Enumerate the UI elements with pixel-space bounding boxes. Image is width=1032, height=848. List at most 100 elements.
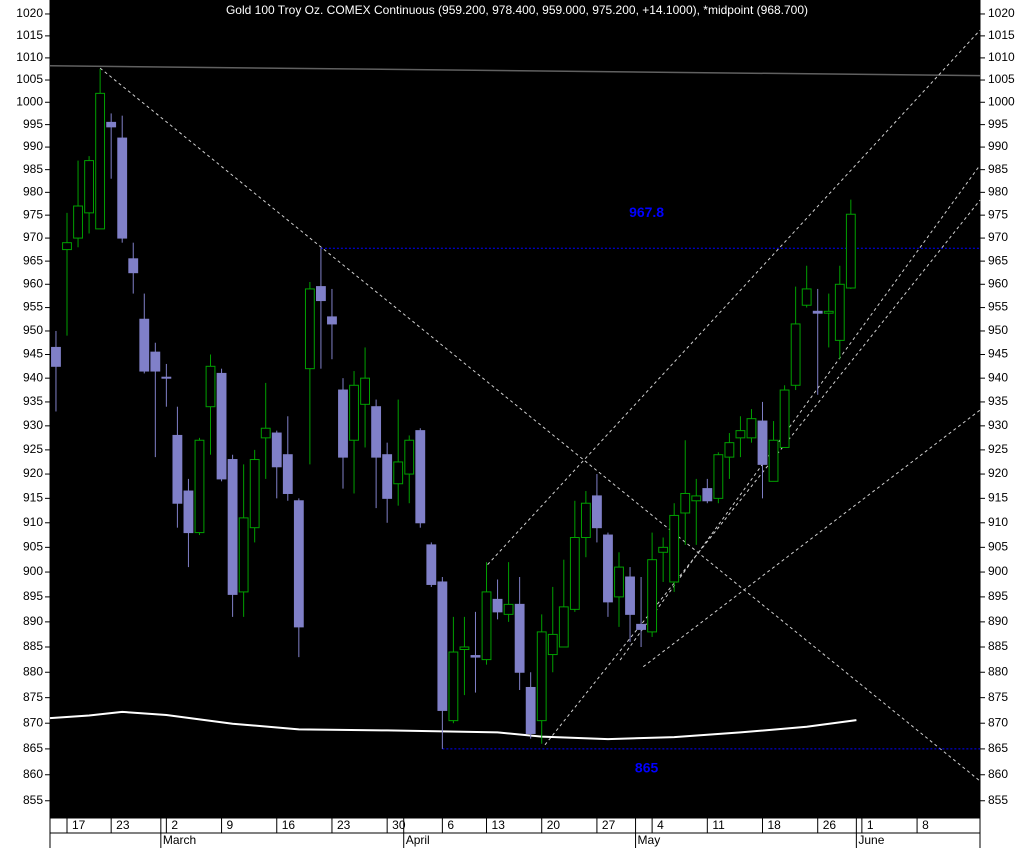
candle-body-up <box>84 160 94 214</box>
candle-body-down <box>106 121 117 128</box>
y-tick-label: 970 <box>988 230 1008 244</box>
candle-body-down <box>316 286 326 302</box>
candle-body-up <box>845 213 856 289</box>
y-tick-label: 895 <box>988 589 1008 603</box>
candle-body-up <box>205 365 216 408</box>
y-tick-label: 1005 <box>988 72 1015 86</box>
candle-body-up <box>503 603 514 615</box>
x-tick-label: 20 <box>547 818 561 832</box>
y-tick-label: 1000 <box>988 94 1015 108</box>
y-tick-label: 960 <box>988 276 1008 290</box>
y-tick-label: 890 <box>988 614 1008 628</box>
month-label: March <box>163 833 196 847</box>
candle-body-down <box>282 454 293 494</box>
y-tick-label: 965 <box>23 253 43 267</box>
candle-body-up <box>768 439 779 482</box>
x-tick-label: 8 <box>922 818 929 832</box>
candle-body-up <box>558 606 569 648</box>
candle-body-up <box>393 461 404 485</box>
candle-body-down <box>437 581 448 711</box>
y-tick-label: 880 <box>23 664 43 678</box>
candle-body-up <box>536 631 547 722</box>
y-tick-label: 900 <box>988 564 1008 578</box>
candle-body-up <box>801 288 812 306</box>
y-tick-label: 995 <box>988 117 1008 131</box>
y-tick-label: 975 <box>988 207 1008 221</box>
x-tick-label: 16 <box>282 818 296 832</box>
y-tick-label: 880 <box>988 664 1008 678</box>
candle-body-down <box>51 346 61 367</box>
y-tick-label: 920 <box>23 466 43 480</box>
candle-body-up <box>481 591 492 661</box>
level-label: 865 <box>635 760 659 776</box>
candle-body-up <box>647 559 658 633</box>
trend-line <box>642 409 981 668</box>
candle-body-up <box>834 283 845 341</box>
y-tick-label: 1010 <box>16 50 43 64</box>
plot-area <box>50 0 980 818</box>
y-tick-label: 1015 <box>16 28 43 42</box>
y-tick-label: 930 <box>988 418 1008 432</box>
y-tick-label: 885 <box>23 639 43 653</box>
y-tick-label: 860 <box>23 767 43 781</box>
candle-body-up <box>691 495 702 502</box>
x-tick-label: 26 <box>823 818 837 832</box>
y-tick-label: 935 <box>988 394 1008 408</box>
candle-body-down <box>327 316 337 325</box>
candle-body-down <box>338 389 348 458</box>
x-tick-label: 1 <box>867 818 874 832</box>
x-tick-label: 17 <box>72 818 86 832</box>
candle-body-up <box>779 389 790 448</box>
y-tick-label: 990 <box>988 139 1008 153</box>
candle-body-up <box>580 502 591 539</box>
candle-body-down <box>161 376 172 379</box>
level-label: 967.8 <box>629 204 664 220</box>
content: 855 855 860 860 865 865 870 870 875 875 880 880 885 8… <box>16 6 1015 848</box>
candle-body-up <box>448 651 459 722</box>
candle-body-up <box>658 546 669 553</box>
y-tick-label: 950 <box>988 323 1008 337</box>
candle-body-down <box>592 495 602 529</box>
y-tick-label: 910 <box>988 515 1008 529</box>
y-tick-label: 985 <box>23 162 43 176</box>
y-tick-label: 905 <box>23 540 43 554</box>
x-tick-label: 18 <box>768 818 782 832</box>
y-tick-label: 900 <box>23 564 43 578</box>
y-tick-label: 915 <box>988 491 1008 505</box>
y-tick-label: 925 <box>23 442 43 456</box>
candle-body-down <box>426 544 437 585</box>
candle-body-up <box>304 288 315 370</box>
y-tick-label: 940 <box>23 370 43 384</box>
y-tick-label: 865 <box>988 741 1008 755</box>
trend-line <box>619 164 981 661</box>
x-tick-label: 11 <box>712 818 725 832</box>
candle-body-down <box>371 406 382 458</box>
y-tick-label: 945 <box>988 347 1008 361</box>
y-tick-label: 860 <box>988 767 1008 781</box>
candle-body-up <box>260 427 271 439</box>
y-tick-label: 865 <box>23 741 43 755</box>
y-tick-label: 985 <box>988 162 1008 176</box>
candle-body-up <box>73 205 83 239</box>
y-tick-label: 955 <box>23 300 43 314</box>
candle-body-down <box>812 310 823 314</box>
candle-body-down <box>271 432 282 468</box>
candle-body-down <box>227 459 238 595</box>
x-tick-label: 4 <box>657 818 664 832</box>
candle-body-down <box>172 434 183 504</box>
candle-body-down <box>382 454 393 499</box>
y-tick-label: 1020 <box>988 6 1015 20</box>
x-tick-label: 9 <box>227 818 234 832</box>
y-tick-label: 940 <box>988 370 1008 384</box>
candle-body-down <box>415 430 426 524</box>
candle-body-up <box>724 442 735 458</box>
y-tick-label: 885 <box>988 639 1008 653</box>
candle-body-up <box>249 459 260 529</box>
y-tick-label: 925 <box>988 442 1008 456</box>
y-tick-label: 895 <box>23 589 43 603</box>
y-tick-label: 855 <box>988 793 1008 807</box>
y-tick-label: 910 <box>23 515 43 529</box>
y-tick-label: 955 <box>988 300 1008 314</box>
candle-body-up <box>713 454 724 499</box>
candle-body-up <box>614 566 624 598</box>
